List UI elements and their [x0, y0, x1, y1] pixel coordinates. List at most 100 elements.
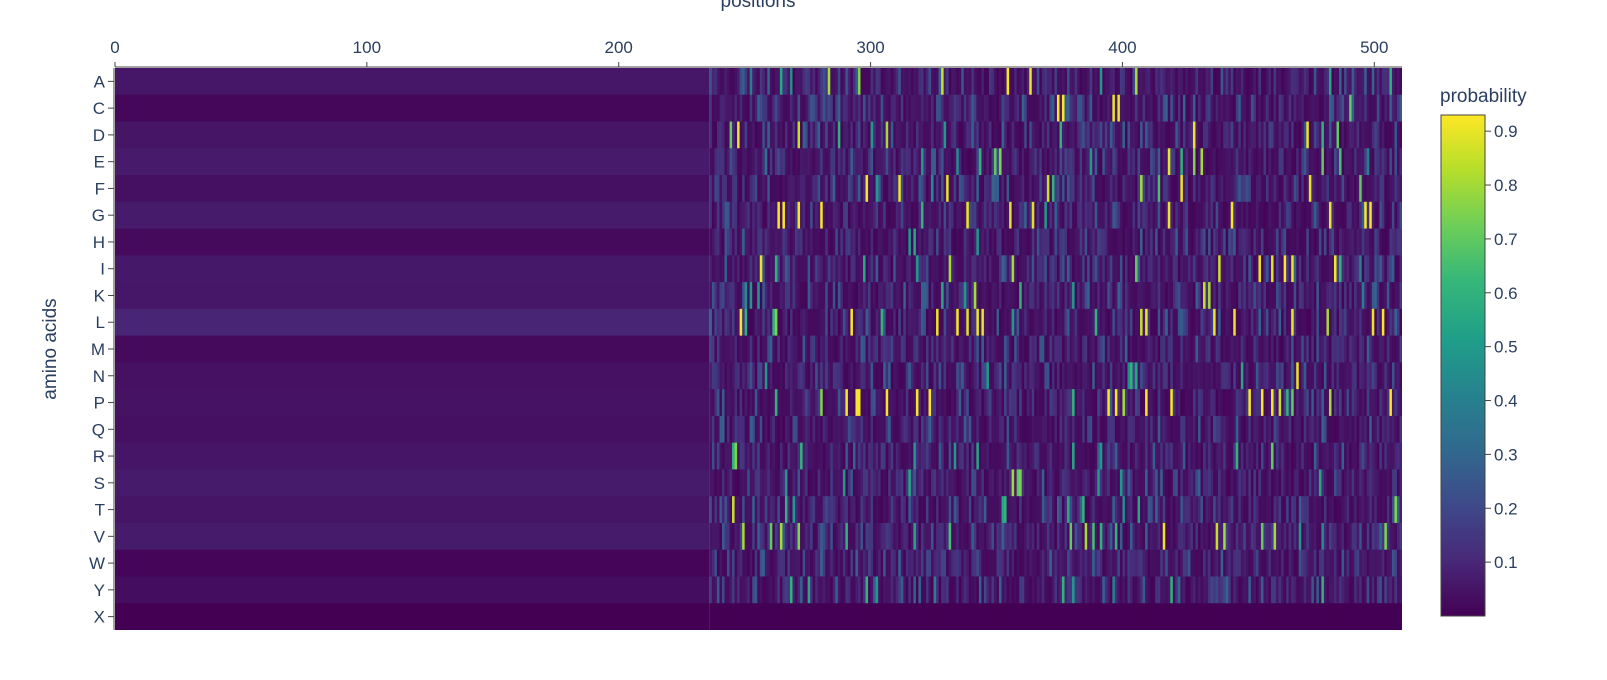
heatmap-cell: [797, 415, 801, 444]
heatmap-cell: [1082, 469, 1086, 497]
heatmap-cell: [719, 68, 723, 96]
heatmap-cell: [1273, 121, 1277, 149]
heatmap-cell: [817, 175, 821, 203]
heatmap-cell: [923, 255, 927, 283]
heatmap-cell: [742, 389, 746, 417]
heatmap-cell: [938, 415, 942, 444]
heatmap-cell: [890, 522, 894, 551]
heatmap-cell: [878, 442, 882, 470]
heatmap-cell: [845, 228, 849, 256]
heatmap-cell: [1006, 94, 1010, 123]
heatmap-cell: [1346, 362, 1350, 390]
heatmap-cell: [1276, 94, 1279, 123]
heatmap-cell: [1147, 175, 1151, 203]
heatmap-cell: [888, 148, 892, 176]
heatmap-cell: [1331, 94, 1335, 123]
heatmap-cell: [1054, 94, 1058, 123]
heatmap-cell: [923, 442, 927, 470]
heatmap-cell: [996, 121, 1000, 149]
heatmap-cell: [1394, 68, 1398, 96]
heatmap-cell: [737, 415, 741, 444]
heatmap-cell: [1142, 415, 1146, 444]
heatmap-cell: [941, 415, 945, 444]
heatmap-cell: [1087, 94, 1091, 123]
heatmap-cell: [1364, 496, 1368, 524]
heatmap-cell: [747, 469, 751, 497]
heatmap-cell: [1170, 201, 1174, 230]
heatmap-cell: [721, 94, 725, 123]
heatmap-cell: [825, 255, 829, 283]
heatmap-cell: [1306, 201, 1310, 230]
heatmap-cell: [1296, 442, 1300, 470]
heatmap-cell: [827, 282, 831, 310]
heatmap-cell: [1263, 469, 1267, 497]
heatmap-cell: [1182, 68, 1186, 96]
heatmap-cell: [1089, 175, 1093, 203]
heatmap-cell: [1376, 522, 1380, 551]
heatmap-cell: [925, 308, 929, 337]
heatmap-cell: [727, 255, 730, 283]
heatmap-cell: [1001, 442, 1005, 470]
heatmap-cell: [983, 175, 987, 203]
heatmap-cell: [1286, 201, 1290, 230]
heatmap-cell: [802, 496, 806, 524]
heatmap-cell: [754, 442, 758, 470]
heatmap-cell: [832, 415, 836, 444]
heatmap-cell: [1278, 362, 1282, 390]
heatmap-cell: [1192, 94, 1196, 123]
heatmap-cell: [1089, 522, 1093, 551]
heatmap-cell: [1087, 335, 1091, 363]
heatmap-cell: [1082, 308, 1086, 337]
heatmap-cell: [920, 442, 924, 470]
heatmap-cell: [782, 255, 786, 283]
heatmap-cell: [883, 201, 887, 230]
heatmap-cell: [1283, 442, 1287, 470]
heatmap-cell: [1391, 175, 1395, 203]
heatmap-cell: [880, 362, 884, 390]
heatmap-cell: [1182, 496, 1186, 524]
heatmap-cell: [1276, 308, 1279, 337]
heatmap-cell: [795, 362, 798, 390]
heatmap-cell: [1190, 415, 1194, 444]
heatmap-cell: [1326, 362, 1330, 390]
heatmap-cell: [1112, 121, 1116, 149]
heatmap-cell: [1150, 175, 1154, 203]
heatmap-cell: [719, 362, 723, 390]
heatmap-cell: [1333, 228, 1337, 256]
heatmap-cell: [1243, 201, 1247, 230]
heatmap-cell: [1271, 308, 1274, 337]
heatmap-cell: [1349, 496, 1353, 524]
heatmap-cell: [1218, 442, 1222, 470]
heatmap-cell: [1044, 335, 1048, 363]
heatmap-cell: [1225, 389, 1229, 417]
heatmap-cell: [1258, 362, 1262, 390]
heatmap-cell: [1039, 415, 1043, 444]
heatmap-cell: [1308, 442, 1312, 470]
heatmap-cell: [842, 148, 846, 176]
heatmap-cell: [1009, 389, 1013, 417]
heatmap-cell: [1162, 362, 1166, 390]
heatmap-cell: [978, 335, 982, 363]
heatmap-cell: [1351, 469, 1355, 497]
heatmap-cell: [1036, 148, 1040, 176]
heatmap-cell: [769, 469, 773, 497]
heatmap-cell: [749, 175, 753, 203]
heatmap-cell: [981, 201, 985, 230]
heatmap-cell: [1114, 522, 1118, 551]
heatmap-cell: [827, 201, 831, 230]
heatmap-cell: [784, 282, 788, 310]
heatmap-cell: [1341, 94, 1345, 123]
heatmap-cell: [1288, 175, 1292, 203]
heatmap-cell: [767, 389, 771, 417]
heatmap-cell: [860, 496, 864, 524]
heatmap-cell: [1240, 469, 1244, 497]
heatmap-cell: [1271, 148, 1274, 176]
heatmap-cell: [1031, 522, 1035, 551]
heatmap-cell: [1165, 121, 1169, 149]
heatmap-cell: [865, 415, 869, 444]
heatmap-cell: [920, 522, 924, 551]
heatmap-cell: [1318, 362, 1322, 390]
heatmap-cell: [779, 121, 783, 149]
heatmap-cell: [1175, 496, 1179, 524]
